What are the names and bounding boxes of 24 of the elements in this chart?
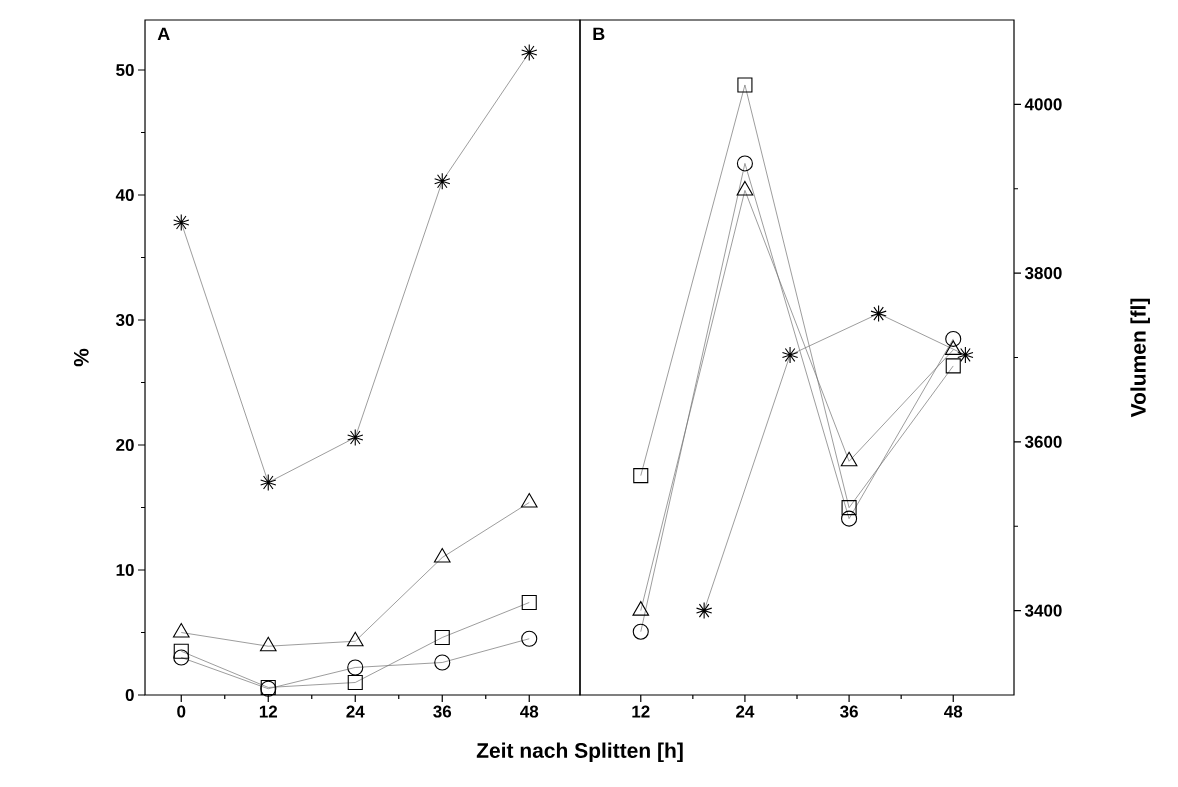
y-axis-title: % (73, 348, 89, 367)
x-tick-label: 24 (346, 705, 365, 718)
y-tick-label: 3800 (1024, 267, 1062, 280)
x-tick-label: 48 (520, 705, 539, 718)
y-axis-title: Volumen [fl] (1130, 298, 1150, 418)
y-tick-label: 0 (125, 688, 134, 702)
y-tick-label: 3400 (1024, 604, 1062, 617)
x-tick-label: 36 (840, 705, 858, 718)
y-tick-label: 20 (116, 438, 134, 452)
chart-title: B (593, 27, 605, 41)
y-tick-label: 30 (115, 313, 134, 327)
x-tick-label: 48 (944, 705, 963, 718)
x-tick-label: 12 (632, 705, 650, 718)
y-tick-label: 10 (116, 563, 134, 577)
y-tick-label: 4000 (1024, 98, 1062, 111)
y-tick-label: 3600 (1024, 435, 1062, 448)
y-tick-label: 40 (115, 188, 134, 202)
y-tick-label: 50 (116, 63, 134, 77)
x-tick-label: 12 (259, 705, 278, 718)
x-axis-title: Zeit nach Splitten [h] (476, 742, 683, 763)
x-tick-label: 0 (177, 705, 186, 718)
chart-title: A (157, 27, 170, 41)
x-tick-label: 24 (736, 705, 755, 718)
x-tick-label: 36 (433, 705, 452, 718)
